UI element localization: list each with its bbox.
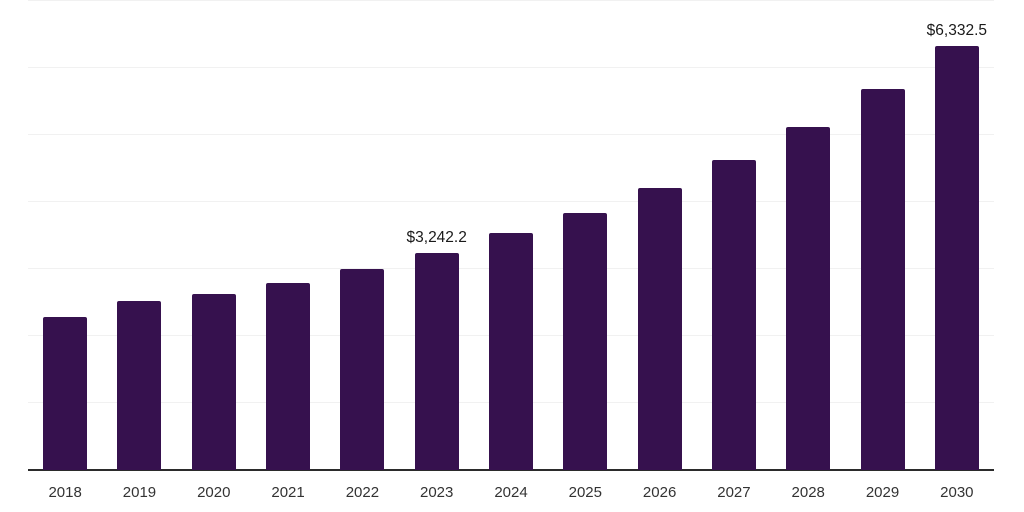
bar-2023[interactable] xyxy=(414,252,459,470)
gridline-7000 xyxy=(28,0,994,1)
x-tick-2021: 2021 xyxy=(271,484,305,501)
x-tick-2020: 2020 xyxy=(197,484,231,501)
x-tick-2030: 2030 xyxy=(940,484,974,501)
x-tick-2024: 2024 xyxy=(494,484,528,501)
bar-2026[interactable] xyxy=(637,187,682,470)
bar-2022[interactable] xyxy=(340,269,385,470)
bar-value-label-2030: $6,332.5 xyxy=(926,21,988,39)
x-tick-2027: 2027 xyxy=(717,484,751,501)
bar-2030[interactable] xyxy=(934,45,979,470)
x-tick-2023: 2023 xyxy=(420,484,454,501)
x-tick-2026: 2026 xyxy=(642,484,677,501)
bar-2018[interactable] xyxy=(43,317,88,470)
x-tick-2019: 2019 xyxy=(122,484,157,501)
x-tick-2018: 2018 xyxy=(48,484,82,501)
x-tick-2022: 2022 xyxy=(345,484,380,501)
bar-2028[interactable] xyxy=(786,126,831,470)
gridline-4000 xyxy=(28,201,994,202)
bar-2020[interactable] xyxy=(191,293,236,470)
bar-2027[interactable] xyxy=(711,159,756,470)
bar-2025[interactable] xyxy=(563,212,608,470)
x-tick-2025: 2025 xyxy=(568,484,602,501)
gridline-6000 xyxy=(28,67,994,68)
bar-2021[interactable] xyxy=(266,283,311,470)
x-tick-2029: 2029 xyxy=(865,484,900,501)
x-tick-2028: 2028 xyxy=(791,484,825,501)
bar-value-label-2023: $3,242.2 xyxy=(406,228,467,246)
bar-2019[interactable] xyxy=(117,301,162,470)
gridline-5000 xyxy=(28,134,994,135)
x-axis-line xyxy=(28,469,994,471)
bar-2029[interactable] xyxy=(860,88,905,470)
bar-2024[interactable] xyxy=(489,232,533,470)
